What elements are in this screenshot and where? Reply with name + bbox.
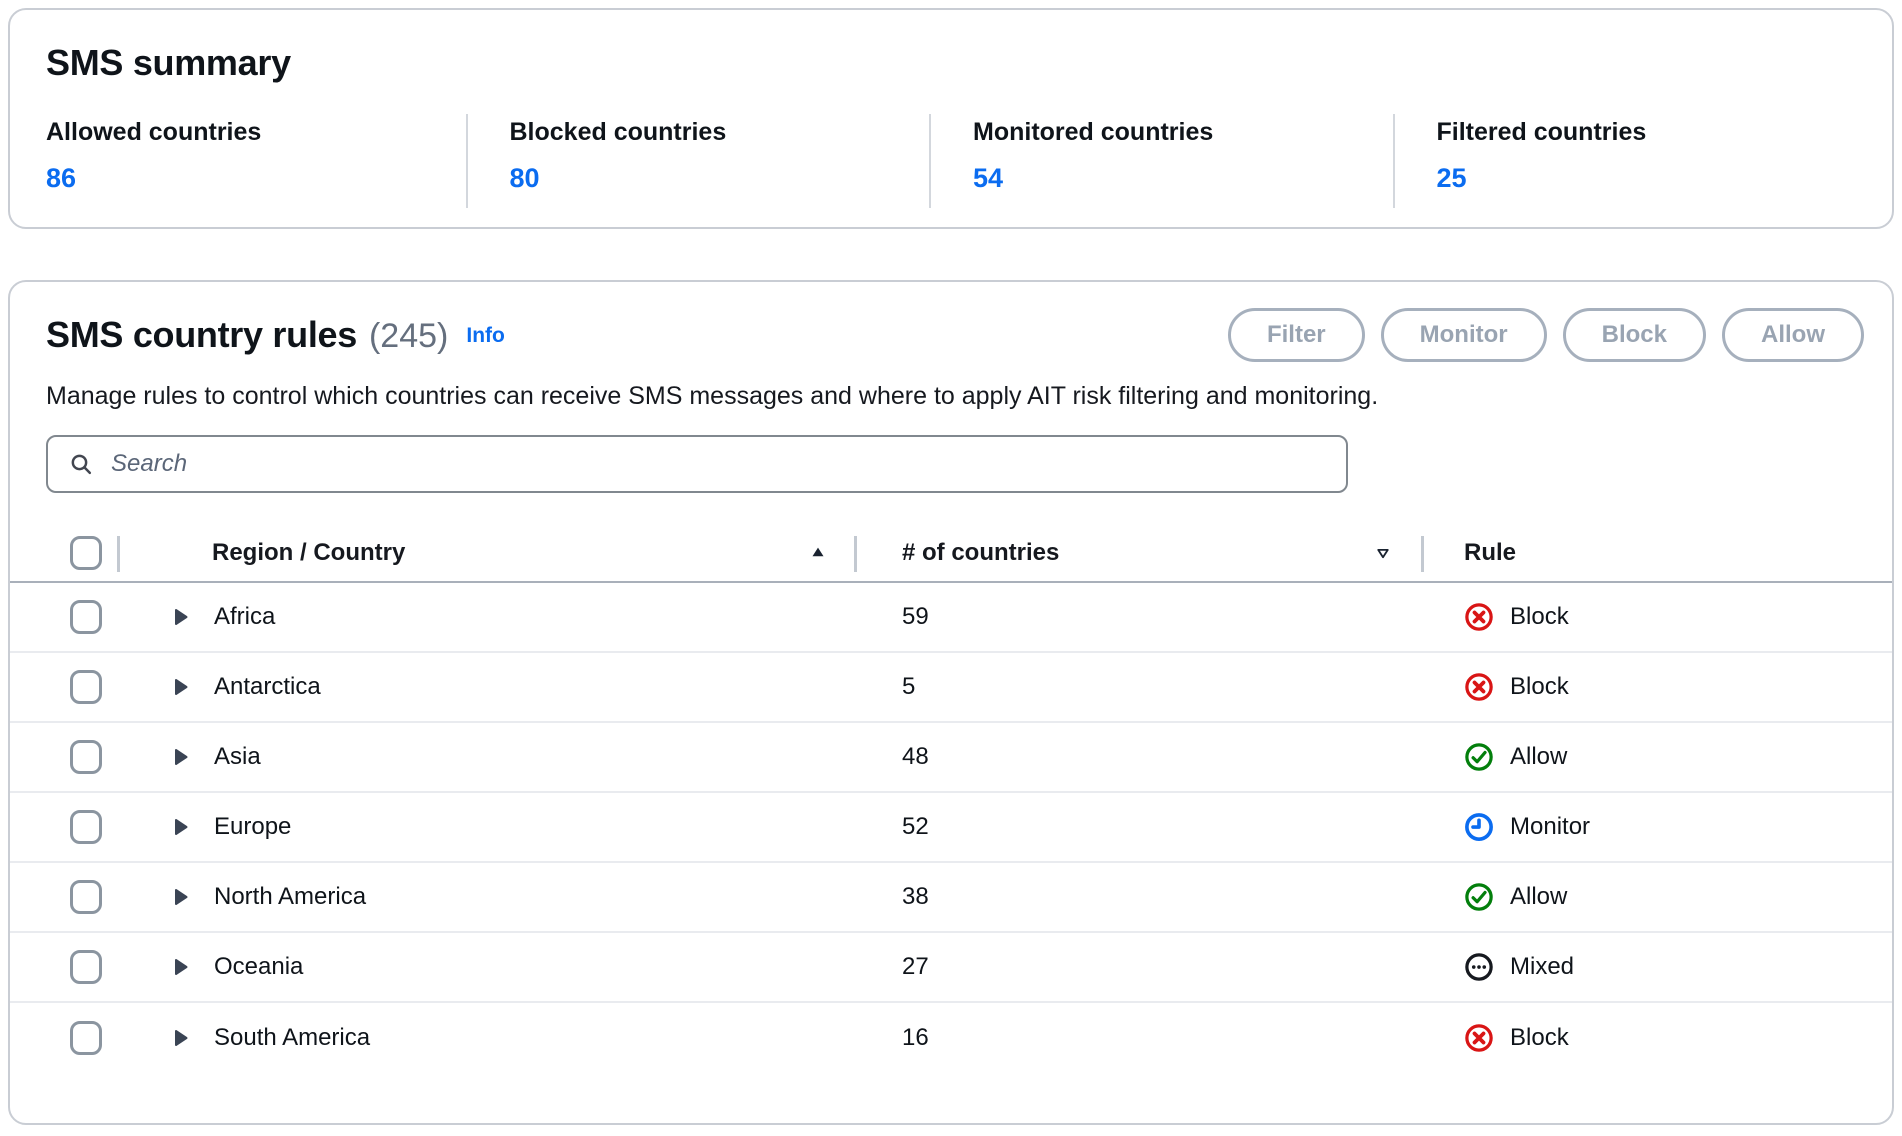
block-status-icon <box>1464 1023 1494 1053</box>
row-checkbox[interactable] <box>70 880 102 914</box>
expand-row-icon[interactable] <box>170 886 190 908</box>
countries-count: 52 <box>902 813 929 840</box>
metric-label: Blocked countries <box>509 118 727 146</box>
block-button[interactable]: Block <box>1562 308 1706 362</box>
rules-description: Manage rules to control which countries … <box>46 382 1379 410</box>
metric-value-link[interactable]: 86 <box>46 163 77 193</box>
countries-count: 16 <box>902 1024 929 1051</box>
rule-label: Allow <box>1510 883 1568 910</box>
sms-country-rules-card: SMS country rules (245) Info Filter Moni… <box>8 280 1894 1125</box>
select-all-header-cell <box>10 525 120 581</box>
rule-label: Monitor <box>1510 813 1591 840</box>
row-checkbox[interactable] <box>70 950 102 984</box>
metric-allowed-countries: Allowed countries 86 <box>46 114 466 208</box>
sms-summary-card: SMS summary Allowed countries 86 Blocked… <box>8 8 1894 229</box>
metric-label: Filtered countries <box>1436 118 1647 146</box>
rule-label: Allow <box>1510 743 1568 770</box>
region-name: Antarctica <box>214 673 321 700</box>
countries-count: 59 <box>902 603 929 630</box>
metric-monitored-countries: Monitored countries 54 <box>929 114 1393 208</box>
table-header-row: Region / Country # of countries <box>10 525 1892 583</box>
summary-metrics: Allowed countries 86 Blocked countries 8… <box>46 114 1856 208</box>
mixed-status-icon <box>1464 952 1494 982</box>
expand-row-icon[interactable] <box>170 816 190 838</box>
rule-label: Block <box>1510 1024 1569 1051</box>
region-name: Europe <box>214 813 292 840</box>
row-checkbox[interactable] <box>70 600 102 634</box>
countries-count: 5 <box>902 673 916 700</box>
search-icon <box>68 451 95 478</box>
allow-status-icon <box>1464 742 1494 772</box>
table-row: Asia 48 <box>10 723 1892 793</box>
metric-value-link[interactable]: 54 <box>973 163 1004 193</box>
table-row: Africa 59 <box>10 583 1892 653</box>
select-all-checkbox[interactable] <box>70 536 102 570</box>
column-header-region[interactable]: Region / Country <box>120 525 857 581</box>
search-input[interactable] <box>95 437 1346 491</box>
monitor-status-icon <box>1464 812 1494 842</box>
column-divider <box>1421 536 1424 572</box>
column-header-count[interactable]: # of countries <box>857 525 1424 581</box>
info-link[interactable]: Info <box>466 324 505 347</box>
sort-descending-icon[interactable] <box>1372 542 1394 564</box>
countries-count: 27 <box>902 953 929 980</box>
allow-button[interactable]: Allow <box>1722 308 1864 362</box>
rules-count-badge: (245) <box>368 317 449 355</box>
table-actions: Filter Monitor Block Allow <box>1212 308 1864 362</box>
column-header-rule[interactable]: Rule <box>1464 539 1517 566</box>
rule-label: Block <box>1510 673 1569 700</box>
region-name: Asia <box>214 743 261 770</box>
allow-status-icon <box>1464 882 1494 912</box>
table-row: South America 16 <box>10 1003 1892 1073</box>
monitor-button[interactable]: Monitor <box>1380 308 1547 362</box>
metric-label: Allowed countries <box>46 118 262 146</box>
filter-button[interactable]: Filter <box>1227 308 1365 362</box>
expand-row-icon[interactable] <box>170 676 190 698</box>
metric-value-link[interactable]: 25 <box>1436 163 1467 193</box>
row-checkbox[interactable] <box>70 670 102 704</box>
rule-label: Block <box>1510 603 1569 630</box>
row-checkbox[interactable] <box>70 810 102 844</box>
search-box <box>46 435 1348 493</box>
column-divider <box>854 536 857 572</box>
countries-count: 38 <box>902 883 929 910</box>
countries-count: 48 <box>902 743 929 770</box>
table-row: North America 38 <box>10 863 1892 933</box>
table-row: Antarctica 5 <box>10 653 1892 723</box>
sort-ascending-icon[interactable] <box>807 542 829 564</box>
row-checkbox[interactable] <box>70 1021 102 1055</box>
expand-row-icon[interactable] <box>170 606 190 628</box>
table-row: Oceania 27 <box>10 933 1892 1003</box>
block-status-icon <box>1464 672 1494 702</box>
summary-title: SMS summary <box>46 42 291 83</box>
page-title: SMS country rules <box>46 314 357 355</box>
region-name: Africa <box>214 603 276 630</box>
table-body: Africa 59 <box>10 583 1892 1073</box>
expand-row-icon[interactable] <box>170 1027 190 1049</box>
rules-heading: SMS country rules (245) Info <box>46 314 505 356</box>
row-checkbox[interactable] <box>70 740 102 774</box>
region-name: North America <box>214 883 367 910</box>
rule-label: Mixed <box>1510 953 1575 980</box>
metric-label: Monitored countries <box>973 118 1214 146</box>
table-row: Europe 52 <box>10 793 1892 863</box>
metric-value-link[interactable]: 80 <box>509 163 540 193</box>
region-name: Oceania <box>214 953 304 980</box>
block-status-icon <box>1464 602 1494 632</box>
region-name: South America <box>214 1024 371 1051</box>
expand-row-icon[interactable] <box>170 746 190 768</box>
expand-row-icon[interactable] <box>170 956 190 978</box>
metric-filtered-countries: Filtered countries 25 <box>1392 114 1857 208</box>
column-divider <box>117 536 120 572</box>
country-rules-table: Region / Country # of countries <box>10 525 1892 1073</box>
metric-blocked-countries: Blocked countries 80 <box>465 114 930 208</box>
